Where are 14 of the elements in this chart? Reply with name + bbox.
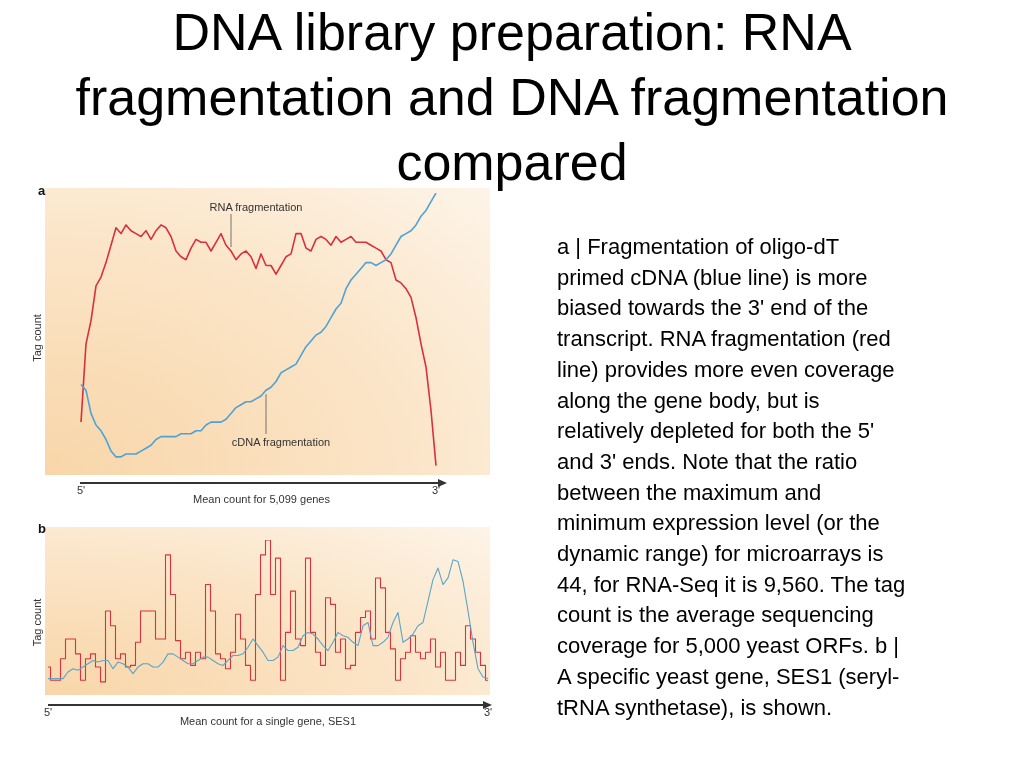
y-axis-title: Tag count xyxy=(30,598,43,647)
text: b xyxy=(38,521,46,536)
x-axis-title: Mean count for 5,099 genes xyxy=(193,493,331,505)
chart-title: DNA library preparation: RNA fragmentation and DNA fragmentation compared xyxy=(75,3,949,191)
series-label: cDNA fragmentation xyxy=(231,435,331,448)
x-tick-label: 5' xyxy=(43,705,53,718)
x-tick-label: 3' xyxy=(483,705,493,718)
text: a xyxy=(38,183,46,198)
x-axis-title: Mean count for a single gene, SES1 xyxy=(179,715,357,727)
x-tick-label: 3' xyxy=(431,483,441,496)
series-label: RNA fragmentation xyxy=(209,200,303,213)
x-tick-label: 5' xyxy=(76,483,86,496)
y-axis-title: Tag count xyxy=(30,314,43,362)
text: a | Fragmentation of oligo-dT primed cDNA (blue line) is more biased towards the 3' end of the transcript. RNA fragmentation (red line) provides more even coverage along the gene body, but is relatively depleted for both the 5' and 3' ends. Note that the ratio between the maximum and minimum expression level (or the dynamic range) for microarrays is 44, for RNA-Seq it is 9,560. The tag count is the average sequencing coverage for 5,000 yeast ORFs. b | A specific yeast gene, SES1 (seryl-tRNA synthetase), is shown. xyxy=(557,234,906,720)
